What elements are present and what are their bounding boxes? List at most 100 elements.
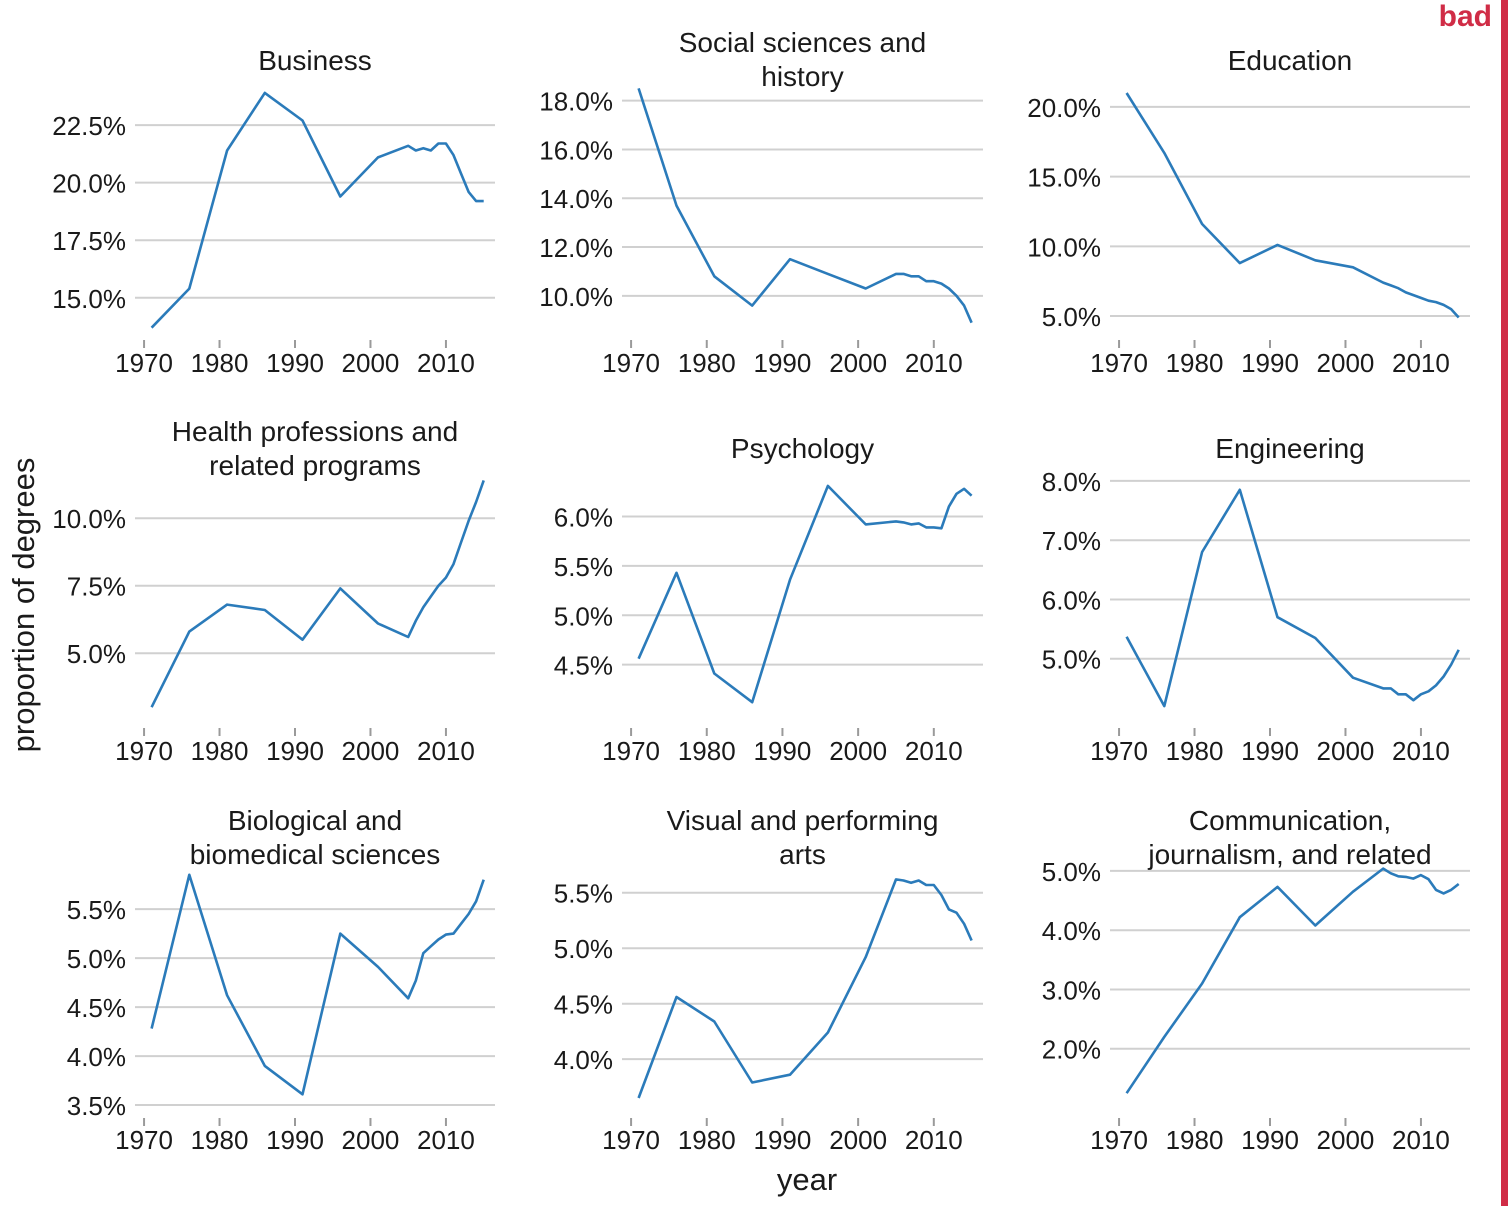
panel-title-line: Social sciences and	[679, 27, 926, 58]
x-tick-label: 1990	[754, 1125, 812, 1155]
series-line	[150, 479, 485, 708]
x-tick-label: 1980	[1166, 1125, 1224, 1155]
x-tick-label: 1980	[1166, 736, 1224, 766]
x-tick-label: 1980	[1166, 348, 1224, 378]
x-tick-label: 2000	[342, 736, 400, 766]
series-line	[1125, 488, 1460, 708]
x-tick-label: 1990	[266, 348, 324, 378]
y-tick-label: 3.5%	[67, 1091, 126, 1121]
y-tick-label: 4.0%	[554, 1045, 613, 1075]
y-tick-label: 6.0%	[554, 502, 613, 532]
y-tick-label: 20.0%	[1027, 93, 1101, 123]
y-tick-label: 10.0%	[52, 504, 126, 534]
panel-title-line: arts	[779, 839, 826, 870]
y-tick-label: 10.0%	[539, 282, 613, 312]
panel-title-line: biomedical sciences	[190, 839, 441, 870]
x-tick-label: 1980	[191, 736, 249, 766]
x-tick-label: 1990	[754, 348, 812, 378]
panel-title: Psychology	[731, 433, 874, 464]
x-tick-label: 1970	[602, 1125, 660, 1155]
x-tick-label: 1980	[678, 1125, 736, 1155]
x-tick-label: 2010	[417, 1125, 475, 1155]
y-tick-label: 15.0%	[52, 284, 126, 314]
x-tick-label: 2000	[829, 736, 887, 766]
x-tick-label: 1990	[266, 736, 324, 766]
x-tick-label: 2000	[829, 1125, 887, 1155]
series-line	[637, 88, 973, 324]
y-tick-label: 5.0%	[554, 934, 613, 964]
y-tick-label: 5.5%	[554, 552, 613, 582]
y-tick-label: 5.5%	[554, 879, 613, 909]
y-tick-label: 5.0%	[554, 601, 613, 631]
bad-label: bad	[1438, 0, 1492, 33]
x-tick-label: 1990	[266, 1125, 324, 1155]
x-tick-label: 2000	[1317, 736, 1375, 766]
series-line	[1125, 92, 1460, 319]
bad-indicator-stripe	[1501, 0, 1508, 1206]
panel-title: Business	[258, 45, 372, 76]
x-axis-title: year	[777, 1162, 837, 1197]
y-tick-label: 5.0%	[1042, 857, 1101, 887]
x-tick-label: 2010	[1392, 348, 1450, 378]
y-tick-label: 5.0%	[67, 639, 126, 669]
panel-title-line: related programs	[209, 450, 421, 481]
y-tick-label: 22.5%	[52, 111, 126, 141]
x-tick-label: 1970	[115, 736, 173, 766]
y-tick-label: 4.5%	[67, 993, 126, 1023]
x-tick-label: 2010	[417, 736, 475, 766]
x-tick-label: 1990	[754, 736, 812, 766]
series-line	[637, 878, 973, 1099]
panel-title-line: Visual and performing	[667, 805, 939, 836]
series-line	[637, 484, 973, 704]
x-tick-label: 2010	[905, 736, 963, 766]
x-tick-label: 1980	[191, 1125, 249, 1155]
y-tick-label: 14.0%	[539, 184, 613, 214]
x-tick-label: 1970	[602, 348, 660, 378]
x-tick-label: 2010	[1392, 1125, 1450, 1155]
x-tick-label: 1980	[191, 348, 249, 378]
x-tick-label: 2000	[1317, 348, 1375, 378]
y-tick-label: 2.0%	[1042, 1035, 1101, 1065]
panel-title: Education	[1228, 45, 1353, 76]
x-tick-label: 1990	[1241, 736, 1299, 766]
y-tick-label: 5.5%	[67, 895, 126, 925]
y-tick-label: 3.0%	[1042, 975, 1101, 1005]
x-tick-label: 2010	[905, 348, 963, 378]
series-line	[1125, 867, 1460, 1094]
x-tick-label: 2000	[342, 1125, 400, 1155]
panel-title-line: history	[761, 61, 843, 92]
series-line	[150, 873, 485, 1096]
x-tick-label: 2010	[1392, 736, 1450, 766]
x-tick-label: 2010	[905, 1125, 963, 1155]
panel-title-line: journalism, and related	[1147, 839, 1431, 870]
x-tick-label: 1990	[1241, 1125, 1299, 1155]
x-tick-label: 1970	[1090, 1125, 1148, 1155]
y-tick-label: 17.5%	[52, 226, 126, 256]
y-tick-label: 16.0%	[539, 135, 613, 165]
series-line	[150, 91, 484, 329]
y-tick-label: 4.0%	[1042, 916, 1101, 946]
y-axis-title: proportion of degrees	[6, 458, 41, 753]
x-tick-label: 2010	[417, 348, 475, 378]
x-tick-label: 1970	[115, 1125, 173, 1155]
y-tick-label: 5.0%	[1042, 302, 1101, 332]
x-tick-label: 1980	[678, 736, 736, 766]
x-tick-label: 1970	[602, 736, 660, 766]
y-tick-label: 5.0%	[1042, 645, 1101, 675]
y-tick-label: 4.5%	[554, 990, 613, 1020]
y-tick-label: 5.0%	[67, 944, 126, 974]
x-tick-label: 2000	[1317, 1125, 1375, 1155]
y-tick-label: 8.0%	[1042, 467, 1101, 497]
x-tick-label: 1990	[1241, 348, 1299, 378]
y-tick-label: 12.0%	[539, 233, 613, 263]
x-tick-label: 1970	[1090, 736, 1148, 766]
y-tick-label: 7.0%	[1042, 526, 1101, 556]
x-tick-label: 1970	[1090, 348, 1148, 378]
x-tick-label: 2000	[342, 348, 400, 378]
panel-title: Engineering	[1215, 433, 1364, 464]
x-tick-label: 1980	[678, 348, 736, 378]
panel-title-line: Communication,	[1189, 805, 1391, 836]
y-tick-label: 20.0%	[52, 169, 126, 199]
x-tick-label: 1970	[115, 348, 173, 378]
